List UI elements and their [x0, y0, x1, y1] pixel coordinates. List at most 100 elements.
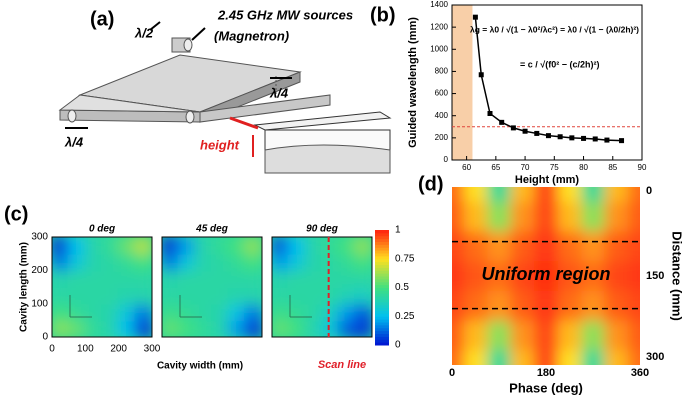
heat-cell — [354, 319, 372, 337]
heat-cell — [321, 269, 340, 288]
heat-cell — [162, 237, 180, 255]
heat-cell — [604, 290, 629, 321]
heat-cell — [287, 237, 307, 255]
heat-cell — [581, 187, 605, 202]
heat-cell — [463, 187, 488, 202]
x-tick-label: 80 — [579, 163, 588, 172]
y-tick-label: 800 — [435, 67, 449, 76]
lambda-label: λ/4 — [64, 134, 84, 149]
field-map — [52, 237, 152, 337]
heat-cell — [604, 231, 629, 262]
x-axis-label: Cavity width (mm) — [157, 361, 243, 372]
heat-cell — [321, 286, 340, 305]
heat-cell — [272, 237, 290, 255]
heat-cell — [557, 231, 582, 262]
heat-cell — [162, 302, 180, 322]
x-axis-label: Height (mm) — [515, 174, 580, 186]
heat-cell — [604, 320, 629, 351]
heat-cell — [101, 302, 120, 322]
heat-cell — [452, 187, 464, 202]
heat-cell — [177, 319, 197, 337]
heat-cell — [227, 252, 247, 272]
data-point — [472, 14, 478, 20]
colorbar-segment — [375, 247, 389, 251]
colorbar-segment — [375, 327, 389, 332]
heat-cell — [84, 319, 103, 337]
heat-cell — [628, 350, 640, 365]
heat-cell — [354, 237, 372, 255]
x-tick-label: 0 — [449, 367, 455, 379]
heat-cell — [487, 320, 511, 351]
height-inset — [229, 111, 392, 174]
y-tick-label: 600 — [435, 89, 449, 98]
heat-cell — [463, 290, 488, 321]
scan-label: Scan line — [318, 359, 366, 371]
heat-cell — [304, 286, 323, 305]
heat-cell — [134, 252, 152, 272]
colorbar-segment — [375, 238, 389, 242]
heat-cell — [487, 231, 511, 262]
heat-cell — [337, 286, 357, 305]
heat-cell — [162, 286, 180, 305]
y-tick-label: 200 — [435, 133, 449, 142]
colorbar-segment — [375, 342, 389, 346]
heat-cell — [534, 261, 558, 291]
heat-cell — [463, 201, 488, 232]
x-tick-label: 60 — [462, 163, 471, 172]
y-tick-label: 0 — [444, 155, 449, 164]
heat-cell — [557, 187, 582, 202]
data-point — [604, 137, 610, 143]
heat-cell — [134, 319, 152, 337]
panel-title: 45 deg — [195, 224, 228, 235]
heat-cell — [101, 237, 120, 255]
heat-cell — [52, 252, 70, 272]
heat-cell — [581, 320, 605, 351]
y-axis-label: Distance (mm) — [670, 231, 685, 321]
heat-cell — [227, 286, 247, 305]
heat-cell — [117, 237, 137, 255]
colorbar-segment — [375, 319, 389, 323]
colorbar-segment — [375, 232, 389, 237]
data-point — [592, 136, 598, 142]
heat-cell — [510, 320, 535, 351]
x-tick-label: 180 — [537, 367, 555, 379]
heat-cell — [337, 269, 357, 288]
axis-glyph — [289, 295, 312, 318]
waveguide-diagram — [58, 37, 331, 124]
heat-cell — [510, 201, 535, 232]
y-tick-label: 150 — [646, 270, 664, 282]
heat-cell — [510, 350, 535, 365]
data-point — [478, 72, 484, 78]
heat-cell — [452, 231, 464, 262]
data-point — [487, 111, 493, 116]
panel-frame — [271, 236, 373, 338]
x-tick-label: 75 — [550, 163, 559, 172]
colorbar-segment — [375, 296, 389, 300]
heat-cell — [194, 269, 213, 288]
heat-cell — [557, 261, 582, 291]
heat-cell — [452, 261, 464, 291]
colorbar-segment — [375, 336, 389, 340]
heat-cell — [534, 231, 558, 262]
heat-cell — [84, 286, 103, 305]
heat-cell — [304, 319, 323, 337]
panel-label: (c) — [4, 203, 28, 225]
data-point — [619, 138, 625, 144]
data-point — [499, 119, 505, 125]
colorbar-segment — [375, 276, 389, 280]
colorbar-segment — [375, 241, 389, 245]
colorbar-segment — [375, 264, 389, 268]
heat-cell — [452, 350, 464, 365]
heat-cell — [287, 269, 307, 288]
heat-cell — [487, 261, 511, 291]
x-tick-label: 65 — [491, 163, 500, 172]
data-point — [510, 125, 516, 131]
heat-cell — [101, 252, 120, 272]
heat-cell — [227, 302, 247, 322]
x-tick-label: 360 — [631, 367, 649, 379]
colorbar-segment — [375, 281, 389, 286]
panel-label: (b) — [370, 4, 396, 26]
y-axis-label: Cavity length (mm) — [19, 242, 30, 332]
x-tick-label: 90 — [638, 163, 647, 172]
colorbar-tick-label: 1 — [395, 225, 401, 236]
